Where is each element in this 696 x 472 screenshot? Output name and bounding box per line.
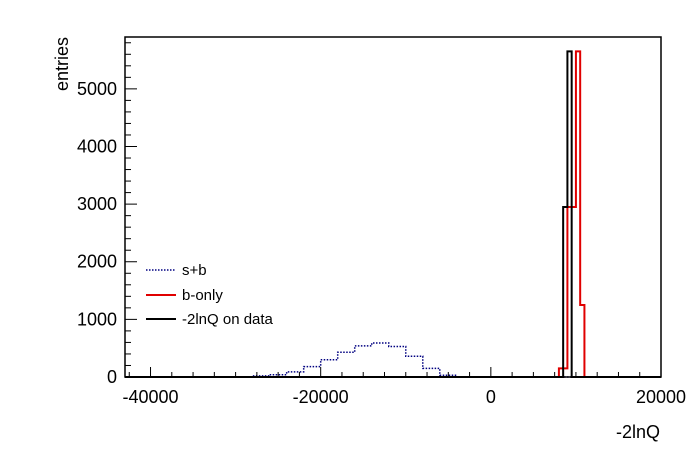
legend-label-data: -2lnQ on data xyxy=(182,311,274,328)
y-axis: 0 1000 2000 3000 4000 5000 xyxy=(77,42,137,387)
x-tick-label: 20000 xyxy=(636,387,686,407)
legend-label-b-only: b-only xyxy=(182,287,223,304)
series-s-b-line xyxy=(125,342,661,378)
y-tick-label: 0 xyxy=(107,367,117,387)
y-axis-title: entries xyxy=(52,37,72,91)
legend: s+b b-only -2lnQ on data xyxy=(146,262,274,328)
y-tick-label: 5000 xyxy=(77,79,117,99)
legend-label-s-plus-b: s+b xyxy=(182,262,207,279)
plot-frame xyxy=(124,36,662,378)
y-tick-label: 1000 xyxy=(77,309,117,329)
x-axis: -40000 -20000 0 20000 xyxy=(122,367,686,407)
x-tick-label: -20000 xyxy=(293,387,349,407)
series-b-only-line xyxy=(125,50,661,378)
y-tick-label: 3000 xyxy=(77,194,117,214)
x-axis-title: -2lnQ xyxy=(616,422,660,442)
x-tick-label: 0 xyxy=(486,387,496,407)
y-tick-label: 2000 xyxy=(77,252,117,272)
series-layer xyxy=(125,50,661,378)
y-tick-label: 4000 xyxy=(77,136,117,156)
x-tick-label: -40000 xyxy=(122,387,178,407)
